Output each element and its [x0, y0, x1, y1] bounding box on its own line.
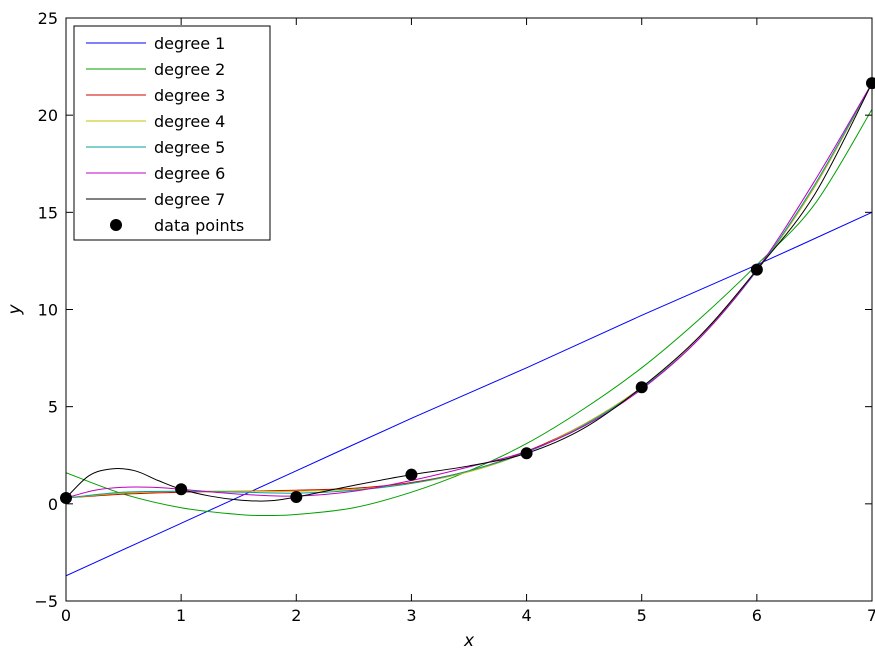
- legend-marker: [110, 219, 122, 231]
- legend-box: [73, 25, 271, 241]
- y-tick-label: 25: [38, 9, 58, 28]
- legend-label: degree 6: [154, 164, 225, 183]
- x-tick-label: 5: [637, 606, 647, 625]
- legend-label: degree 5: [154, 138, 225, 157]
- legend-label: degree 3: [154, 86, 225, 105]
- y-tick-label: 5: [48, 398, 58, 417]
- data-point: [750, 263, 763, 276]
- y-tick-label: 15: [38, 203, 58, 222]
- series-line-degree-1: [66, 211, 872, 577]
- legend-label: degree 7: [154, 190, 225, 209]
- x-tick-label: 2: [291, 606, 301, 625]
- y-axis-label: y: [5, 304, 25, 316]
- x-tick-label: 0: [61, 606, 71, 625]
- legend-label: degree 1: [154, 34, 225, 53]
- data-point: [405, 468, 418, 481]
- legend-label: degree 2: [154, 60, 225, 79]
- data-point: [175, 483, 188, 496]
- x-tick-label: 3: [406, 606, 416, 625]
- y-tick-label: 0: [48, 495, 58, 514]
- data-point: [290, 491, 303, 504]
- x-tick-label: 7: [867, 606, 875, 625]
- legend: degree 1 degree 2 degree 3 degree 4 degree 5…: [73, 25, 271, 241]
- legend-label: degree 4: [154, 112, 225, 131]
- x-tick-label: 6: [752, 606, 762, 625]
- legend-label: data points: [154, 216, 244, 235]
- series-line-degree-6: [66, 82, 872, 499]
- plot-area: [60, 77, 875, 577]
- y-tick-label: −5: [34, 592, 58, 611]
- y-tick-label: 20: [38, 106, 58, 125]
- y-tick-label: 10: [38, 301, 58, 320]
- x-tick-label: 1: [176, 606, 186, 625]
- x-tick-label: 4: [521, 606, 531, 625]
- x-axis-label: x: [463, 631, 475, 651]
- data-point: [520, 447, 533, 460]
- data-point: [866, 77, 875, 90]
- series-line-degree-7: [66, 82, 872, 502]
- data-point: [635, 381, 648, 394]
